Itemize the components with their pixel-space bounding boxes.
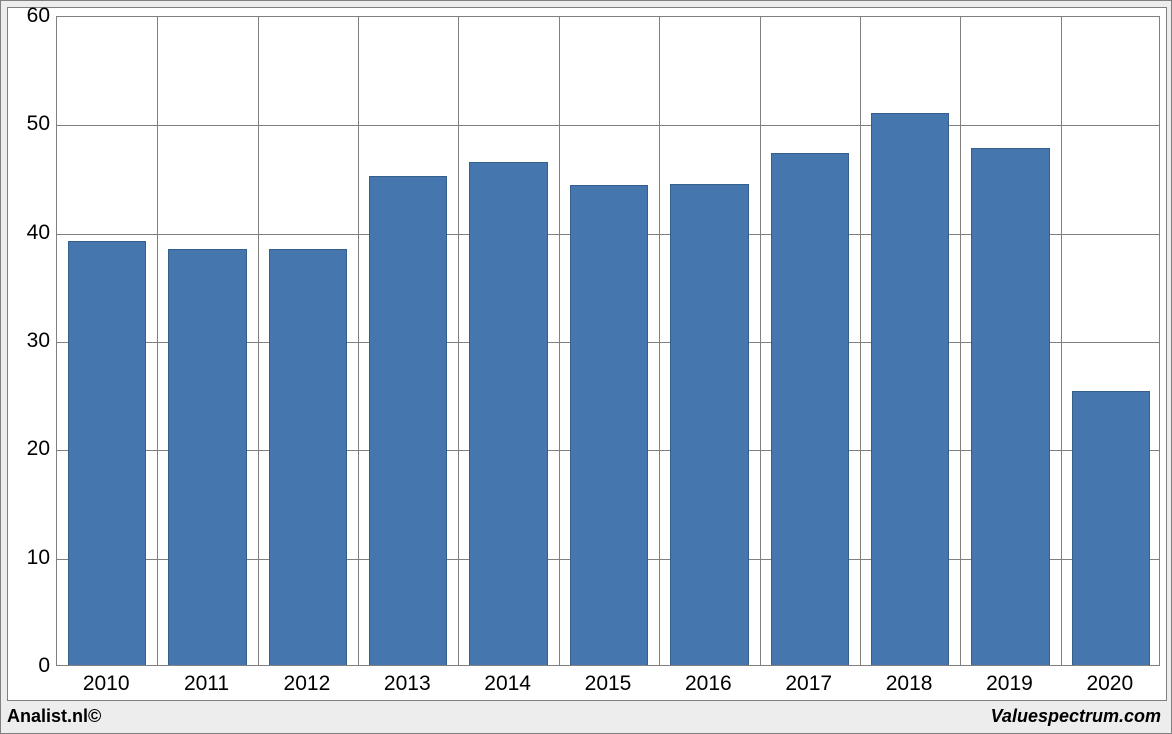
x-tick-label: 2015 [585, 672, 632, 696]
x-tick-label: 2013 [384, 672, 431, 696]
chart-frame: 0 10 20 30 40 50 60 2010 2011 2012 2013 2014 2015 201… [7, 7, 1167, 701]
y-tick-label: 30 [14, 329, 50, 353]
y-tick-label: 40 [14, 221, 50, 245]
x-tick-label: 2020 [1086, 672, 1133, 696]
y-tick-label: 10 [14, 546, 50, 570]
x-tick-label: 2017 [785, 672, 832, 696]
y-tick-label: 60 [14, 4, 50, 28]
x-tick-label: 2010 [83, 672, 130, 696]
grid-vertical [458, 17, 459, 665]
bar [369, 176, 447, 665]
grid-vertical [559, 17, 560, 665]
bar [269, 249, 347, 665]
y-tick-label: 20 [14, 437, 50, 461]
grid-vertical [760, 17, 761, 665]
x-tick-label: 2014 [484, 672, 531, 696]
bar [971, 148, 1049, 665]
grid-vertical [860, 17, 861, 665]
x-tick-label: 2019 [986, 672, 1033, 696]
bar [168, 249, 246, 665]
y-tick-label: 50 [14, 112, 50, 136]
bar [469, 162, 547, 665]
plot-area [56, 16, 1160, 666]
grid-vertical [157, 17, 158, 665]
bar [871, 113, 949, 666]
x-tick-label: 2016 [685, 672, 732, 696]
credit-right: Valuespectrum.com [991, 706, 1161, 727]
bar [570, 185, 648, 665]
bar [1072, 391, 1150, 665]
grid-horizontal [57, 125, 1159, 126]
x-tick-label: 2011 [184, 672, 229, 696]
grid-vertical [960, 17, 961, 665]
grid-vertical [1061, 17, 1062, 665]
grid-vertical [358, 17, 359, 665]
bar [670, 184, 748, 665]
bar [68, 241, 146, 665]
grid-vertical [258, 17, 259, 665]
y-tick-label: 0 [14, 654, 50, 678]
x-tick-label: 2012 [284, 672, 331, 696]
x-tick-label: 2018 [886, 672, 933, 696]
grid-vertical [659, 17, 660, 665]
bar [771, 153, 849, 665]
credit-left: Analist.nl© [7, 706, 101, 727]
